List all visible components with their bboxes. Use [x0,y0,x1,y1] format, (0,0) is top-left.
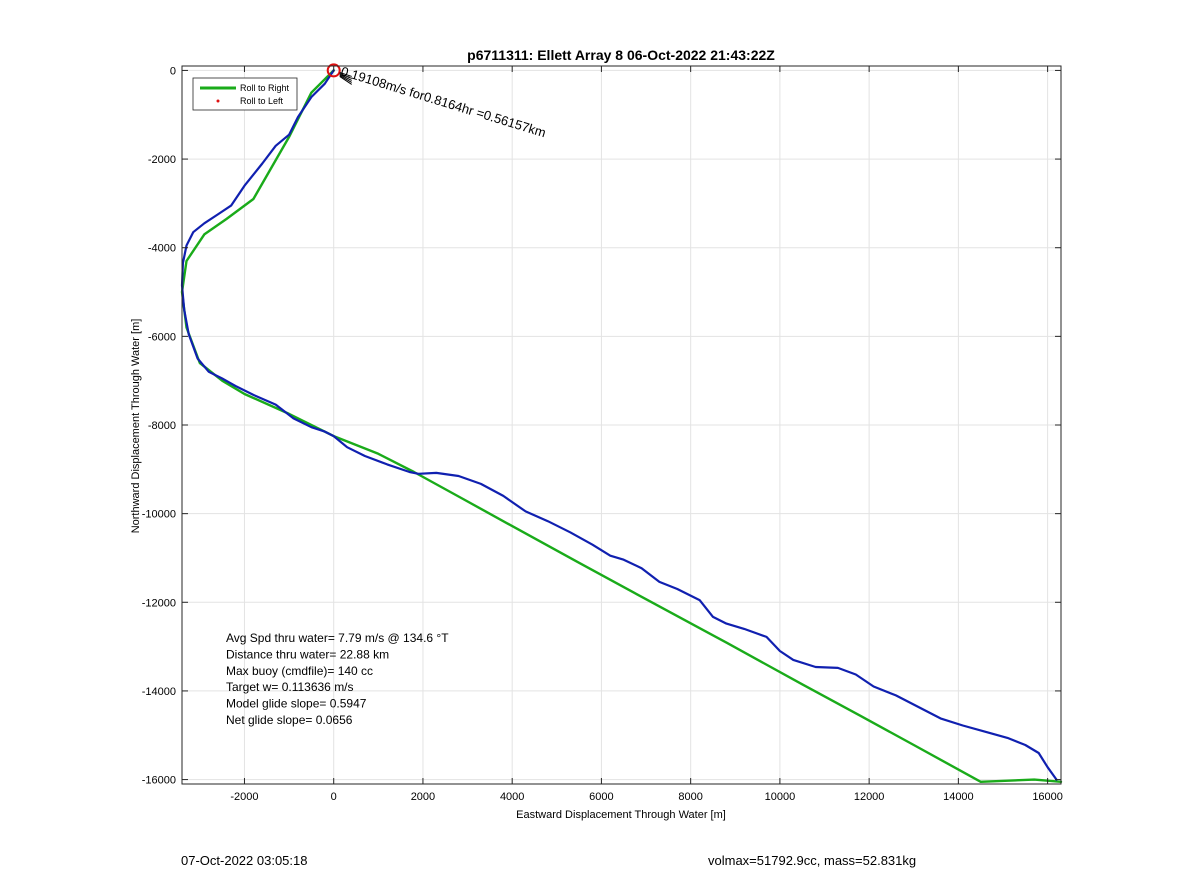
legend: Roll to Right Roll to Left [192,77,298,111]
x-tick-label: 2000 [411,791,435,803]
x-tick-label: 6000 [589,791,613,803]
start-marker [326,63,341,78]
current-arrow [339,73,352,81]
y-tick-label: -12000 [142,597,176,609]
y-tick-label: -6000 [148,331,176,343]
x-tick-label: 0 [331,791,337,803]
footer-mass-info: volmax=51792.9cc, mass=52.831kg [708,853,917,868]
legend-label-roll-right: Roll to Right [240,83,290,93]
stats-annotations: Avg Spd thru water= 7.79 m/s @ 134.6 °T D… [226,631,449,727]
x-tick-label: 14000 [943,791,974,803]
stat-line: Model glide slope= 0.5947 [226,697,367,711]
stat-line: Avg Spd thru water= 7.79 m/s @ 134.6 °T [226,631,449,645]
footer-timestamp: 07-Oct-2022 03:05:18 [181,853,308,868]
y-tick-label: -2000 [148,154,176,166]
current-arrow [339,71,352,77]
x-tick-label: 8000 [678,791,702,803]
legend-label-roll-left: Roll to Left [240,96,284,106]
y-tick-label: -8000 [148,420,176,432]
x-axis-label: Eastward Displacement Through Water [m] [516,809,726,821]
x-tick-label: 10000 [765,791,796,803]
x-tick-label: -2000 [230,791,258,803]
x-tick-label: 4000 [500,791,524,803]
y-tick-label: -16000 [142,775,176,787]
y-tick-label: -10000 [142,509,176,521]
x-tick-label: 16000 [1032,791,1063,803]
current-annotation: 0.19108m/s for0.8164hr =0.56157km [339,64,548,141]
x-tick-label: 12000 [854,791,885,803]
series-layer [180,69,1063,783]
chart-title: p6711311: Ellett Array 8 06-Oct-2022 21:… [467,47,775,63]
y-tick-label: -4000 [148,243,176,255]
y-axis-label: Northward Displacement Through Water [m] [130,319,142,534]
stat-line: Distance thru water= 22.88 km [226,647,389,661]
current-arrow [339,72,352,79]
y-tick-label: 0 [170,65,176,77]
y-tick-label: -14000 [142,686,176,698]
marker-layer [326,63,352,85]
series-line-blue [180,69,1058,781]
legend-box [192,77,298,111]
legend-swatch-roll-left [216,99,220,103]
stat-line: Target w= 0.113636 m/s [226,680,354,694]
stat-line: Net glide slope= 0.0656 [226,713,353,727]
current-arrow [339,76,352,85]
ticks: -2000 0 2000 4000 6000 8000 10000 12000 14000 160… [142,65,1063,803]
stat-line: Max buoy (cmdfile)= 140 cc [226,664,373,678]
current-arrow [339,75,352,83]
